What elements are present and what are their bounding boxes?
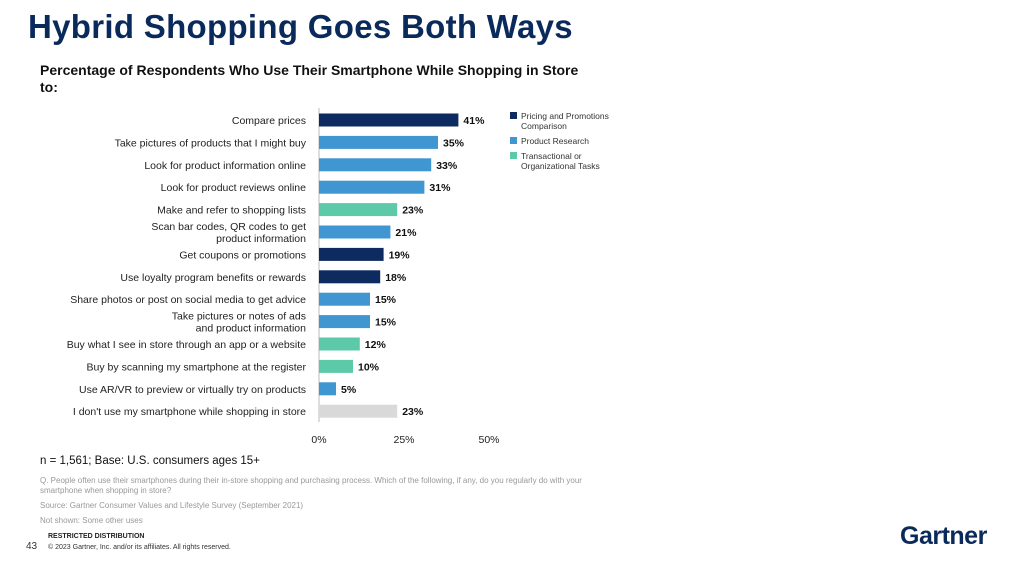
- survey-question: Q. People often use their smartphones du…: [40, 476, 582, 495]
- category-label: and product information: [196, 323, 306, 335]
- category-label: Use loyalty program benefits or rewards: [120, 272, 306, 284]
- legend-item: Pricing and Promotions Comparison: [510, 111, 621, 131]
- category-label: Share photos or post on social media to …: [70, 294, 306, 306]
- chart-title: Percentage of Respondents Who Use Their …: [40, 62, 579, 95]
- value-label: 23%: [402, 205, 424, 217]
- bar: [319, 359, 353, 373]
- value-label: 35%: [443, 137, 465, 149]
- legend-swatch: [510, 137, 517, 144]
- value-label: 18%: [385, 272, 407, 284]
- category-label: Use AR/VR to preview or virtually try on…: [79, 384, 306, 396]
- value-label: 41%: [463, 115, 485, 127]
- source-note: Source: Gartner Consumer Values and Life…: [40, 501, 304, 510]
- category-label: Take pictures or notes of ads: [172, 311, 306, 323]
- copyright: © 2023 Gartner, Inc. and/or its affiliat…: [48, 544, 231, 551]
- category-label: Buy what I see in store through an app o…: [67, 339, 306, 351]
- bar: [319, 180, 425, 194]
- category-label: Look for product information online: [144, 160, 306, 172]
- bar: [319, 404, 398, 418]
- bar: [319, 315, 370, 329]
- bar: [319, 158, 432, 172]
- value-label: 15%: [375, 294, 397, 306]
- bar: [319, 113, 459, 127]
- legend-label: Pricing and Promotions Comparison: [521, 111, 609, 131]
- value-label: 15%: [375, 317, 397, 329]
- value-label: 12%: [365, 339, 387, 351]
- legend-label: Transactional or Organizational Tasks: [521, 151, 600, 171]
- not-shown-note: Not shown: Some other uses: [40, 516, 143, 525]
- value-label: 23%: [402, 406, 424, 418]
- x-tick-label: 50%: [478, 434, 499, 446]
- category-label: Look for product reviews online: [161, 182, 306, 194]
- bar: [319, 292, 370, 306]
- gartner-logo: Gartner: [900, 522, 987, 550]
- value-label: 19%: [389, 249, 411, 261]
- category-label: I don't use my smartphone while shopping…: [73, 406, 306, 418]
- slide-title: Hybrid Shopping Goes Both Ways: [28, 8, 573, 45]
- legend-label: Product Research: [521, 136, 590, 146]
- category-label: Take pictures of products that I might b…: [115, 137, 307, 149]
- legend-item: Product Research: [510, 136, 621, 146]
- legend-item: Transactional or Organizational Tasks: [510, 151, 621, 171]
- sample-note: n = 1,561; Base: U.S. consumers ages 15+: [40, 455, 260, 467]
- legend-swatch: [510, 112, 517, 119]
- bar: [319, 225, 391, 239]
- bar: [319, 247, 384, 261]
- value-label: 21%: [395, 227, 417, 239]
- restricted-label: RESTRICTED DISTRIBUTION: [48, 533, 145, 540]
- x-tick-label: 25%: [393, 434, 414, 446]
- category-label: product information: [216, 233, 306, 245]
- bar: [319, 135, 438, 149]
- category-label: Make and refer to shopping lists: [157, 205, 306, 217]
- value-label: 33%: [436, 160, 458, 172]
- value-label: 31%: [429, 182, 451, 194]
- category-label: Get coupons or promotions: [179, 249, 306, 261]
- value-label: 10%: [358, 361, 380, 373]
- value-label: 5%: [341, 384, 357, 396]
- bar: [319, 203, 398, 217]
- category-label: Scan bar codes, QR codes to get: [151, 221, 306, 233]
- x-tick-label: 0%: [311, 434, 326, 446]
- legend-swatch: [510, 152, 517, 159]
- page-number: 43: [26, 541, 38, 552]
- category-label: Buy by scanning my smartphone at the reg…: [87, 361, 307, 373]
- chart-legend: Pricing and Promotions Comparison Product…: [510, 111, 621, 176]
- bar: [319, 337, 360, 351]
- category-label: Compare prices: [232, 115, 306, 127]
- bar: [319, 382, 336, 396]
- bar: [319, 270, 381, 284]
